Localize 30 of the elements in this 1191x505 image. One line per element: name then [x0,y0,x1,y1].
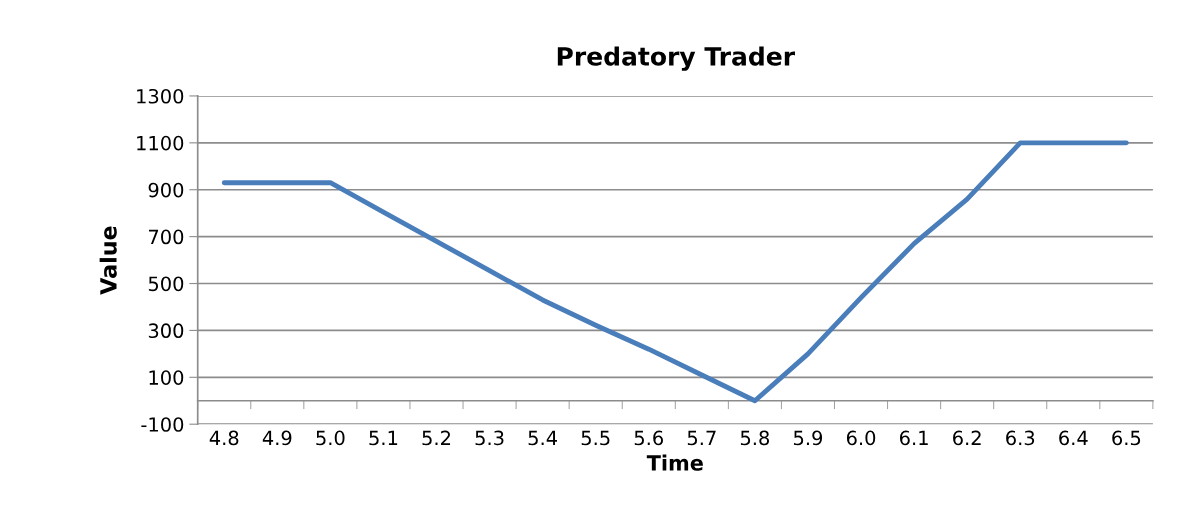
x-tick-label: 5.2 [422,430,451,446]
y-tick-label: 700 [148,229,184,245]
y-tick-label: 1300 [137,88,184,104]
y-tick-label: 300 [148,323,184,339]
y-tick-label: 900 [148,182,184,198]
y-tick-label: -100 [141,417,184,432]
y-tick-label: 1100 [137,135,184,151]
line-series [221,140,1129,404]
x-tick-label: 5.9 [794,430,823,446]
x-tick-label: 6.5 [1112,430,1141,446]
x-tick-label: 5.6 [634,430,663,446]
x-tick-label: 5.0 [316,430,345,446]
x-tick-label: 6.3 [1006,430,1035,446]
y-tick-label: 100 [149,370,184,385]
x-tick-label: 4.8 [209,430,239,446]
x-tick-label: 6.4 [1059,430,1088,446]
x-tick-label: 5.1 [369,430,398,446]
x-tick-label: 6.2 [953,430,981,446]
x-tick-label: 5.3 [475,430,504,446]
x-tick-label: 5.4 [528,430,557,446]
x-axis-title: Time [646,454,703,471]
y-tick-label: 500 [148,276,184,292]
y-axis-title: Value [99,226,117,295]
x-tick-label: 6.1 [899,430,928,446]
x-tick-label: 5.8 [740,430,770,446]
x-tick-label: 5.5 [581,430,610,446]
chart-title: Predatory Trader [557,46,795,71]
x-tick-label: 4.9 [262,430,292,446]
x-tick-label: 5.7 [687,430,716,446]
x-tick-label: 6.0 [846,430,876,446]
